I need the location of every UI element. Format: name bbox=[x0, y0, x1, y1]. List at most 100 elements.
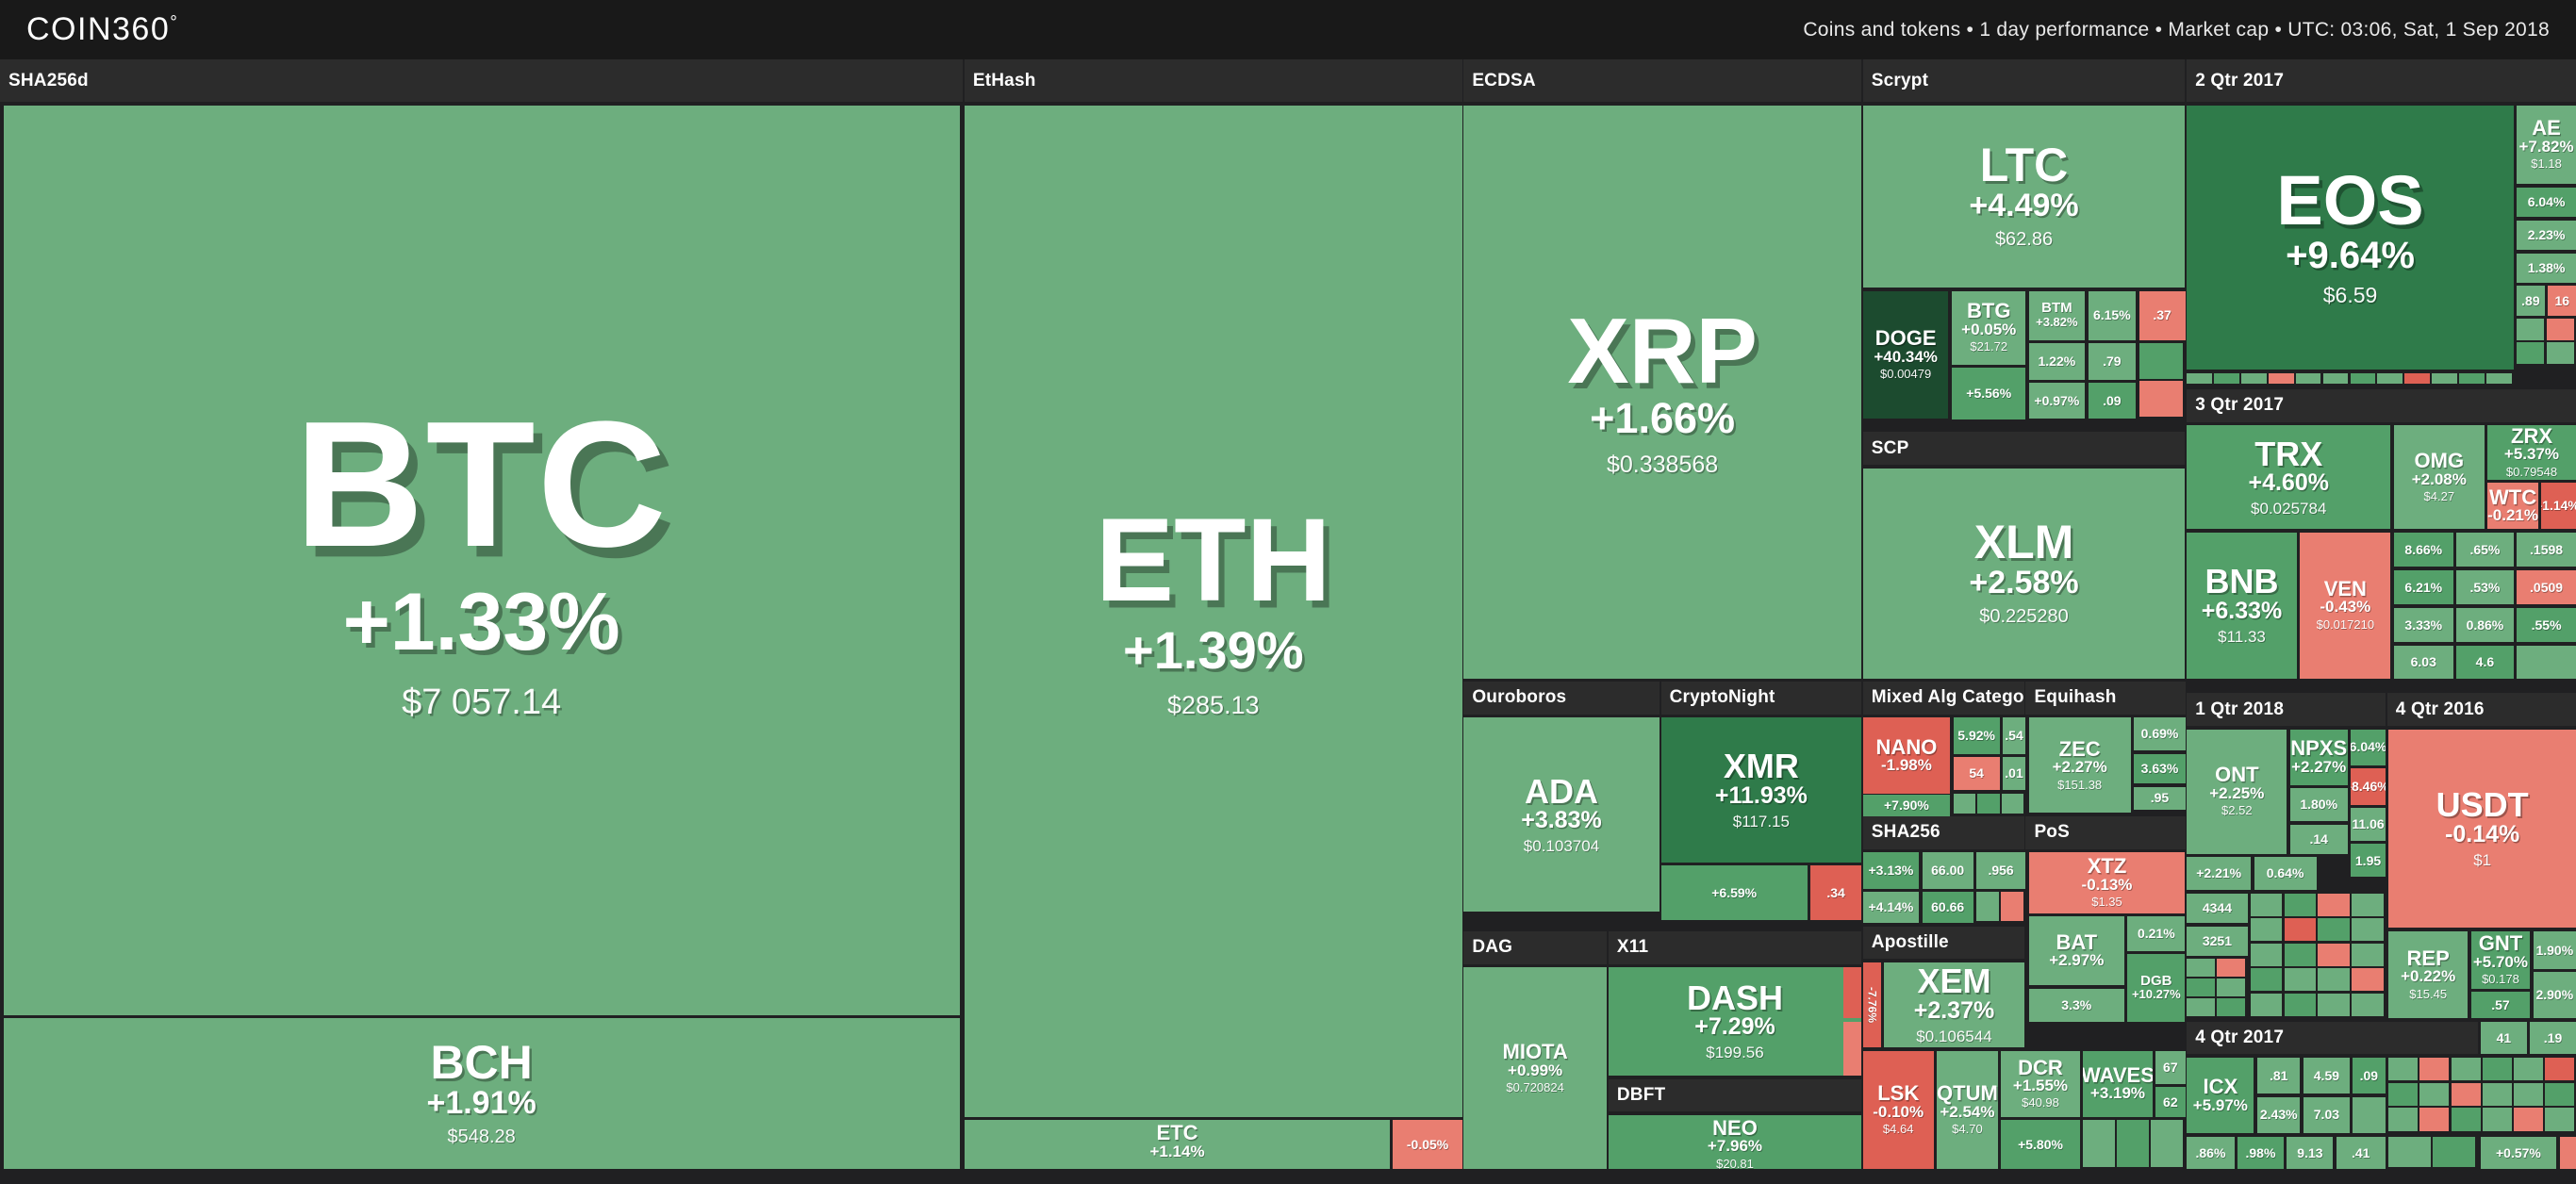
tile-6-59[interactable]: +6.59% bbox=[1660, 865, 1808, 920]
tile-1-14[interactable]: -1.14% bbox=[2541, 483, 2576, 530]
tile-mosaic-cell[interactable] bbox=[2388, 1082, 2419, 1106]
tile-rep[interactable]: REP +0.22% $15.45 bbox=[2388, 930, 2468, 1019]
tile-0-64[interactable]: 0.64% bbox=[2254, 857, 2317, 891]
tile-mosaic-cell[interactable] bbox=[2419, 1108, 2450, 1131]
tile-1-22[interactable]: 1.22% bbox=[2028, 343, 2085, 380]
tile-mosaic-cell[interactable] bbox=[2187, 959, 2216, 977]
tile-ltc[interactable]: LTC +4.49% $62.86 bbox=[1862, 105, 2186, 288]
tile-mosaic-cell[interactable] bbox=[2544, 1108, 2574, 1131]
tile-mosaic-cell[interactable] bbox=[2240, 372, 2267, 385]
tile-89[interactable]: .89 bbox=[2517, 286, 2545, 316]
tile-mosaic-cell[interactable] bbox=[2352, 993, 2384, 1016]
tile-mosaic-cell[interactable] bbox=[2138, 381, 2184, 418]
tile-mosaic-cell[interactable] bbox=[2482, 1108, 2512, 1131]
tile-lsk[interactable]: LSK -0.10% $4.64 bbox=[1862, 1050, 1934, 1170]
tile-66-00[interactable]: 66.00 bbox=[1922, 852, 1973, 889]
tile-mosaic-cell[interactable] bbox=[2250, 968, 2283, 992]
tile-mosaic-cell[interactable] bbox=[2250, 893, 2283, 916]
tile-0-05[interactable]: -0.05% bbox=[1393, 1120, 1462, 1170]
tile-mosaic-cell[interactable] bbox=[2284, 893, 2317, 916]
tile-41[interactable]: .41 bbox=[2336, 1136, 2386, 1170]
tile-bat[interactable]: BAT +2.97% bbox=[2028, 916, 2124, 986]
tile-mosaic-cell[interactable] bbox=[2544, 1057, 2574, 1081]
tile-mosaic-cell[interactable] bbox=[2187, 372, 2212, 385]
tile-2-90[interactable]: 2.90% bbox=[2533, 972, 2576, 1019]
tile-19[interactable]: .19 bbox=[2530, 1021, 2576, 1055]
tile-81[interactable]: .81 bbox=[2257, 1057, 2301, 1094]
tile-79[interactable]: .79 bbox=[2088, 343, 2137, 380]
tile-usdt[interactable]: USDT -0.14% $1 bbox=[2388, 729, 2576, 929]
tile-mosaic-cell[interactable] bbox=[2352, 943, 2384, 966]
tile-mosaic-cell[interactable] bbox=[2318, 993, 2350, 1016]
tile-mosaic-cell[interactable] bbox=[2482, 1057, 2512, 1081]
tile-mosaic-cell[interactable] bbox=[2217, 959, 2246, 977]
tile-gnt[interactable]: GNT +5.70% $0.178 bbox=[2470, 930, 2531, 989]
tile-mosaic-cell[interactable] bbox=[2318, 918, 2350, 942]
tile-0-86[interactable]: 0.86% bbox=[2455, 607, 2514, 643]
tile-54[interactable]: 54 bbox=[1953, 757, 2000, 790]
tile-mosaic-cell[interactable] bbox=[2451, 1057, 2481, 1081]
tile-neo[interactable]: NEO +7.96% $20.81 bbox=[1608, 1114, 1862, 1170]
tile-zec[interactable]: ZEC +2.27% $151.38 bbox=[2028, 717, 2131, 814]
tile-wtc[interactable]: WTC -0.21% bbox=[2487, 483, 2539, 530]
tile-956[interactable]: .956 bbox=[1975, 852, 2026, 889]
tile-mosaic-cell[interactable] bbox=[2322, 372, 2349, 385]
tile-14[interactable]: .14 bbox=[2289, 824, 2348, 854]
tile-09[interactable]: .09 bbox=[2088, 383, 2137, 419]
tile-btm[interactable]: BTM +3.82% bbox=[2028, 290, 2085, 340]
tile-eos[interactable]: EOS +9.64% $6.59 bbox=[2187, 105, 2514, 370]
tile-6-04[interactable]: 6.04% bbox=[2517, 187, 2576, 218]
tile-mosaic-cell[interactable] bbox=[2284, 968, 2317, 992]
tile-mosaic-cell[interactable] bbox=[2117, 1120, 2150, 1167]
tile-mosaic-cell[interactable] bbox=[2544, 1082, 2574, 1106]
tile-miota[interactable]: MIOTA +0.99% $0.720824 bbox=[1463, 967, 1607, 1170]
tile-53[interactable]: .53% bbox=[2455, 569, 2514, 605]
tile-7-03[interactable]: 7.03 bbox=[2303, 1096, 2350, 1133]
tile-34[interactable]: .34 bbox=[1810, 865, 1862, 920]
tile-01[interactable]: .01 bbox=[2002, 757, 2026, 790]
tile-xtz[interactable]: XTZ -0.13% $1.35 bbox=[2028, 852, 2186, 913]
tile-mosaic-cell[interactable] bbox=[2388, 1057, 2419, 1081]
tile-0509[interactable]: .0509 bbox=[2517, 569, 2576, 605]
tile-mosaic-cell[interactable] bbox=[2459, 372, 2485, 385]
tile-doge[interactable]: DOGE +40.34% $0.00479 bbox=[1862, 290, 1949, 419]
tile-mosaic-cell[interactable] bbox=[2318, 943, 2350, 966]
tile-0-57[interactable]: +0.57% bbox=[2480, 1136, 2556, 1170]
tile-8-66[interactable]: 8.66% bbox=[2393, 532, 2453, 567]
tile-57[interactable]: .57 bbox=[2470, 992, 2531, 1019]
tile-mosaic-cell[interactable] bbox=[2151, 1120, 2184, 1167]
tile-mosaic-cell[interactable] bbox=[2546, 319, 2574, 341]
tile-dash[interactable]: DASH +7.29% $199.56 bbox=[1608, 967, 1862, 1077]
tile-npxs[interactable]: NPXS +2.27% bbox=[2289, 729, 2348, 785]
tile-mosaic-cell[interactable] bbox=[2001, 793, 2024, 814]
tile-mosaic-cell[interactable] bbox=[2217, 978, 2246, 996]
tile-1598[interactable]: .1598 bbox=[2517, 532, 2576, 567]
tile-qtum[interactable]: QTUM +2.54% $4.70 bbox=[1937, 1050, 1998, 1170]
tile-7-76[interactable]: -7.76% bbox=[1862, 962, 1881, 1048]
tile-mosaic-cell[interactable] bbox=[2250, 993, 2283, 1016]
tile-3-33[interactable]: 3.33% bbox=[2393, 607, 2453, 643]
tile-mosaic-cell[interactable] bbox=[2187, 998, 2216, 1016]
tile-mosaic-cell[interactable] bbox=[1953, 793, 1976, 814]
coin360-logo[interactable]: COIN360° bbox=[26, 11, 178, 48]
tile-2-23[interactable]: 2.23% bbox=[2517, 220, 2576, 251]
tile-mosaic-cell[interactable] bbox=[2513, 1108, 2543, 1131]
tile-3-63[interactable]: 3.63% bbox=[2134, 753, 2186, 784]
tile-95[interactable]: .95 bbox=[2134, 786, 2186, 810]
tile-eth[interactable]: ETH +1.39% $285.13 bbox=[964, 105, 1462, 1117]
tile-4-59[interactable]: 4.59 bbox=[2303, 1057, 2350, 1094]
tile-mosaic-cell[interactable] bbox=[2388, 1108, 2419, 1131]
tile-omg[interactable]: OMG +2.08% $4.27 bbox=[2393, 425, 2485, 530]
tile-xmr[interactable]: XMR +11.93% $117.15 bbox=[1660, 717, 1862, 863]
tile-mosaic-cell[interactable] bbox=[1975, 891, 1999, 921]
tile-mosaic-cell[interactable] bbox=[2318, 968, 2350, 992]
tile-2-43[interactable]: 2.43% bbox=[2257, 1096, 2301, 1133]
tile-37[interactable]: .37 bbox=[2138, 290, 2186, 340]
tile-mosaic-cell[interactable] bbox=[2268, 372, 2294, 385]
tile-0-21[interactable]: 0.21% bbox=[2127, 916, 2186, 951]
tile-1-38[interactable]: 1.38% bbox=[2517, 253, 2576, 283]
tile-6-03[interactable]: 6.03 bbox=[2393, 645, 2453, 679]
tile-4-14[interactable]: +4.14% bbox=[1862, 891, 1920, 923]
tile-mosaic-cell[interactable] bbox=[2250, 918, 2283, 942]
view-settings-summary[interactable]: Coins and tokens • 1 day performance • M… bbox=[1803, 18, 2550, 41]
